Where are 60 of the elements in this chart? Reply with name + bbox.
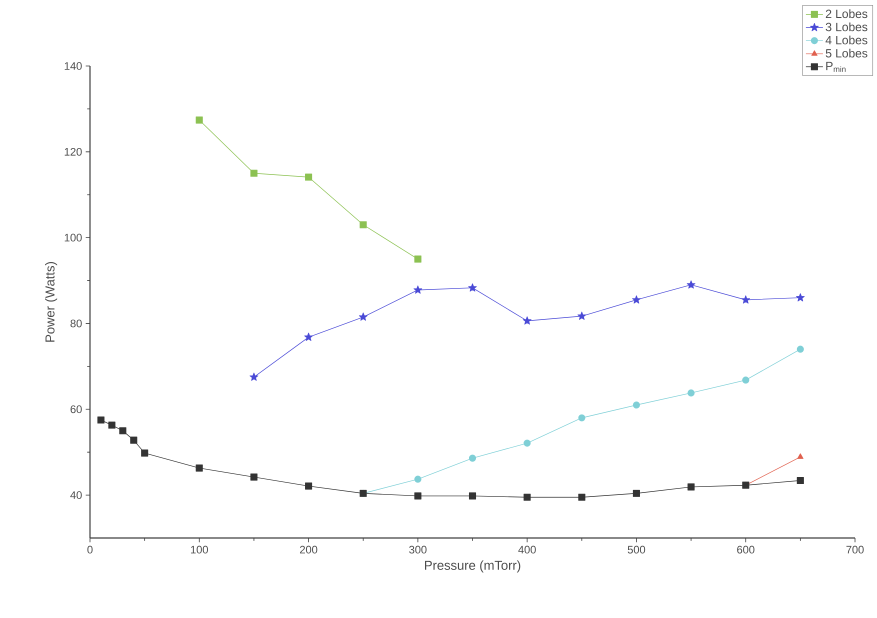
point: [97, 416, 104, 424]
x-tick-label: 500: [628, 546, 646, 554]
point: [796, 476, 804, 484]
point: [632, 401, 640, 409]
point: [250, 474, 258, 481]
y-tick-label: 120: [64, 148, 82, 156]
legend-label: 2 Lobes: [826, 9, 868, 18]
point: [304, 332, 313, 341]
point: [632, 490, 640, 497]
point: [305, 482, 312, 490]
point: [578, 414, 586, 422]
point: [108, 422, 116, 429]
point: [305, 174, 312, 181]
x-tick-label: 400: [518, 546, 536, 554]
point: [524, 440, 531, 447]
point: [688, 483, 695, 490]
x-tick-label: 100: [190, 546, 208, 554]
point: [358, 312, 368, 321]
y-tick-label: 80: [70, 320, 82, 328]
x-axis-title: Pressure (mTorr): [424, 560, 520, 572]
point: [414, 285, 422, 294]
point: [524, 494, 531, 501]
point: [468, 492, 476, 500]
point: [796, 293, 805, 302]
point: [119, 427, 126, 434]
point: [741, 295, 750, 304]
point: [742, 376, 750, 384]
point: [632, 295, 641, 304]
y-tick-label: 100: [64, 234, 82, 242]
point: [686, 280, 696, 289]
x-tick-label: 600: [737, 546, 754, 554]
point: [130, 436, 138, 444]
y-tick-label: 60: [70, 405, 82, 414]
point: [250, 170, 258, 177]
point: [414, 256, 422, 263]
y-tick-label: 140: [64, 62, 82, 70]
legend-label: 5 Lobes: [826, 48, 868, 58]
point: [578, 312, 586, 320]
y-axis-title: Power (Watts): [45, 262, 58, 342]
point: [250, 372, 258, 381]
x-tick-label: 300: [409, 546, 427, 554]
x-tick-label: 700: [846, 546, 864, 554]
point: [196, 464, 203, 472]
point: [796, 346, 804, 353]
legend-label: 4 Lobes: [826, 36, 868, 44]
legend-label: P$_{min}$: [826, 62, 846, 72]
point: [360, 221, 367, 228]
x-tick-label: 0: [87, 546, 93, 554]
x-tick-label: 200: [300, 546, 318, 554]
point: [196, 116, 203, 124]
point: [468, 454, 476, 462]
point: [414, 476, 422, 483]
point: [414, 492, 422, 500]
point: [688, 389, 695, 396]
point: [141, 450, 148, 457]
point: [578, 494, 586, 501]
legend-label: 3 Lobes: [826, 22, 868, 32]
point: [468, 283, 477, 292]
y-tick-label: 40: [70, 491, 82, 499]
point: [522, 316, 532, 325]
